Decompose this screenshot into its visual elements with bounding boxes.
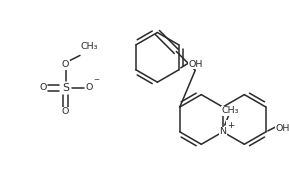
Text: CH₃: CH₃ — [222, 106, 239, 115]
Text: O: O — [62, 61, 69, 69]
Text: OH: OH — [189, 60, 203, 68]
Text: N: N — [219, 127, 226, 136]
Text: −: − — [93, 77, 99, 83]
Text: CH₃: CH₃ — [81, 42, 98, 51]
Text: S: S — [62, 83, 69, 93]
Text: +: + — [227, 121, 234, 130]
Text: O: O — [39, 83, 47, 92]
Text: O: O — [86, 83, 93, 92]
Text: OH: OH — [276, 123, 289, 133]
Text: O: O — [62, 107, 69, 116]
